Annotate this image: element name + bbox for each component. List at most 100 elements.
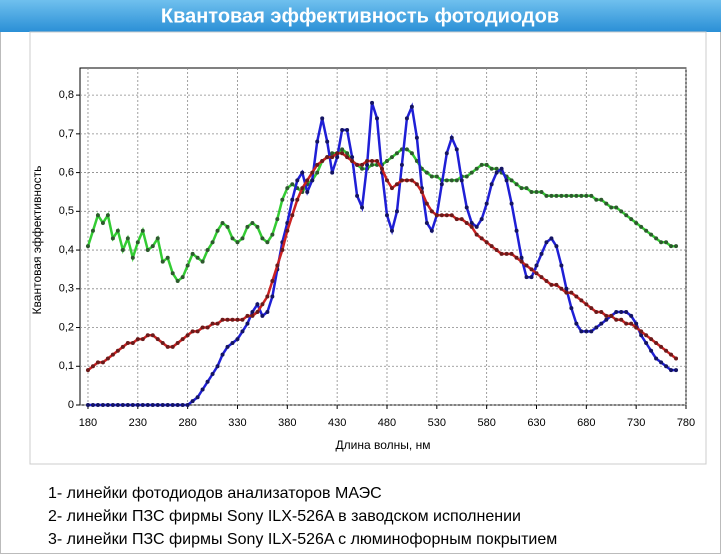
point <box>235 337 240 342</box>
point <box>265 310 270 315</box>
point <box>389 155 394 160</box>
point <box>215 364 220 369</box>
point <box>205 248 210 253</box>
point <box>155 337 160 342</box>
point <box>345 151 350 156</box>
point <box>290 197 295 202</box>
point <box>130 341 135 346</box>
point <box>564 286 569 291</box>
y-tick-label: 0,6 <box>59 166 74 178</box>
point <box>434 174 439 179</box>
point <box>479 236 484 241</box>
point <box>125 236 130 241</box>
point <box>130 403 135 407</box>
point <box>255 310 260 315</box>
point <box>270 232 275 237</box>
point <box>185 263 190 268</box>
point <box>90 228 95 233</box>
point <box>494 166 499 171</box>
note: 3- линейки ПЗС фирмы Sony ILX-526A с люм… <box>48 531 557 548</box>
point <box>569 290 574 295</box>
note: 1- линейки фотодиодов анализаторов МАЭС <box>48 485 382 502</box>
point <box>120 344 125 349</box>
point <box>135 240 140 245</box>
point <box>110 236 115 241</box>
point <box>170 403 175 407</box>
point <box>624 213 629 218</box>
point <box>115 348 120 353</box>
point <box>315 162 320 167</box>
point <box>145 333 150 338</box>
point <box>265 240 270 245</box>
point <box>554 193 559 198</box>
point <box>295 197 300 202</box>
point <box>399 178 404 183</box>
point <box>200 259 205 264</box>
point <box>399 162 404 167</box>
point <box>449 213 454 218</box>
point <box>429 228 434 233</box>
point <box>579 329 584 334</box>
point <box>469 220 474 225</box>
x-tick-label: 680 <box>577 417 595 429</box>
point <box>594 325 599 330</box>
point <box>509 178 514 183</box>
point <box>549 236 554 241</box>
point <box>459 178 464 183</box>
point <box>315 139 320 144</box>
point <box>529 267 534 272</box>
point <box>235 240 240 245</box>
point <box>574 193 579 198</box>
point <box>644 341 649 346</box>
point <box>619 317 624 322</box>
point <box>210 372 215 377</box>
point <box>664 348 669 353</box>
point <box>574 294 579 299</box>
point <box>290 182 295 187</box>
point <box>195 255 200 260</box>
point <box>250 310 255 315</box>
point <box>599 310 604 315</box>
point <box>105 213 110 218</box>
x-tick-label: 630 <box>527 417 545 429</box>
point <box>489 244 494 249</box>
point <box>629 217 634 222</box>
point <box>389 186 394 191</box>
point <box>584 329 589 334</box>
point <box>170 344 175 349</box>
point <box>225 224 230 229</box>
point <box>85 403 90 407</box>
x-tick-label: 580 <box>477 417 495 429</box>
point <box>285 186 290 191</box>
point <box>449 178 454 183</box>
point <box>659 360 664 365</box>
point <box>270 294 275 299</box>
point <box>589 306 594 311</box>
y-tick-label: 0,5 <box>59 205 74 217</box>
point <box>280 248 285 253</box>
point <box>90 403 95 407</box>
point <box>614 317 619 322</box>
point <box>200 387 205 392</box>
point <box>95 403 100 407</box>
point <box>619 209 624 214</box>
point <box>499 166 504 171</box>
point <box>559 286 564 291</box>
point <box>494 248 499 253</box>
point <box>165 403 170 407</box>
point <box>135 403 140 407</box>
point <box>579 193 584 198</box>
point <box>529 275 534 280</box>
point <box>300 170 305 175</box>
point <box>609 313 614 318</box>
point <box>285 228 290 233</box>
point <box>454 217 459 222</box>
point <box>220 352 225 357</box>
point <box>524 186 529 191</box>
point <box>275 263 280 268</box>
point <box>240 329 245 334</box>
point <box>524 263 529 268</box>
point <box>534 271 539 276</box>
point <box>604 313 609 318</box>
point <box>140 403 145 407</box>
